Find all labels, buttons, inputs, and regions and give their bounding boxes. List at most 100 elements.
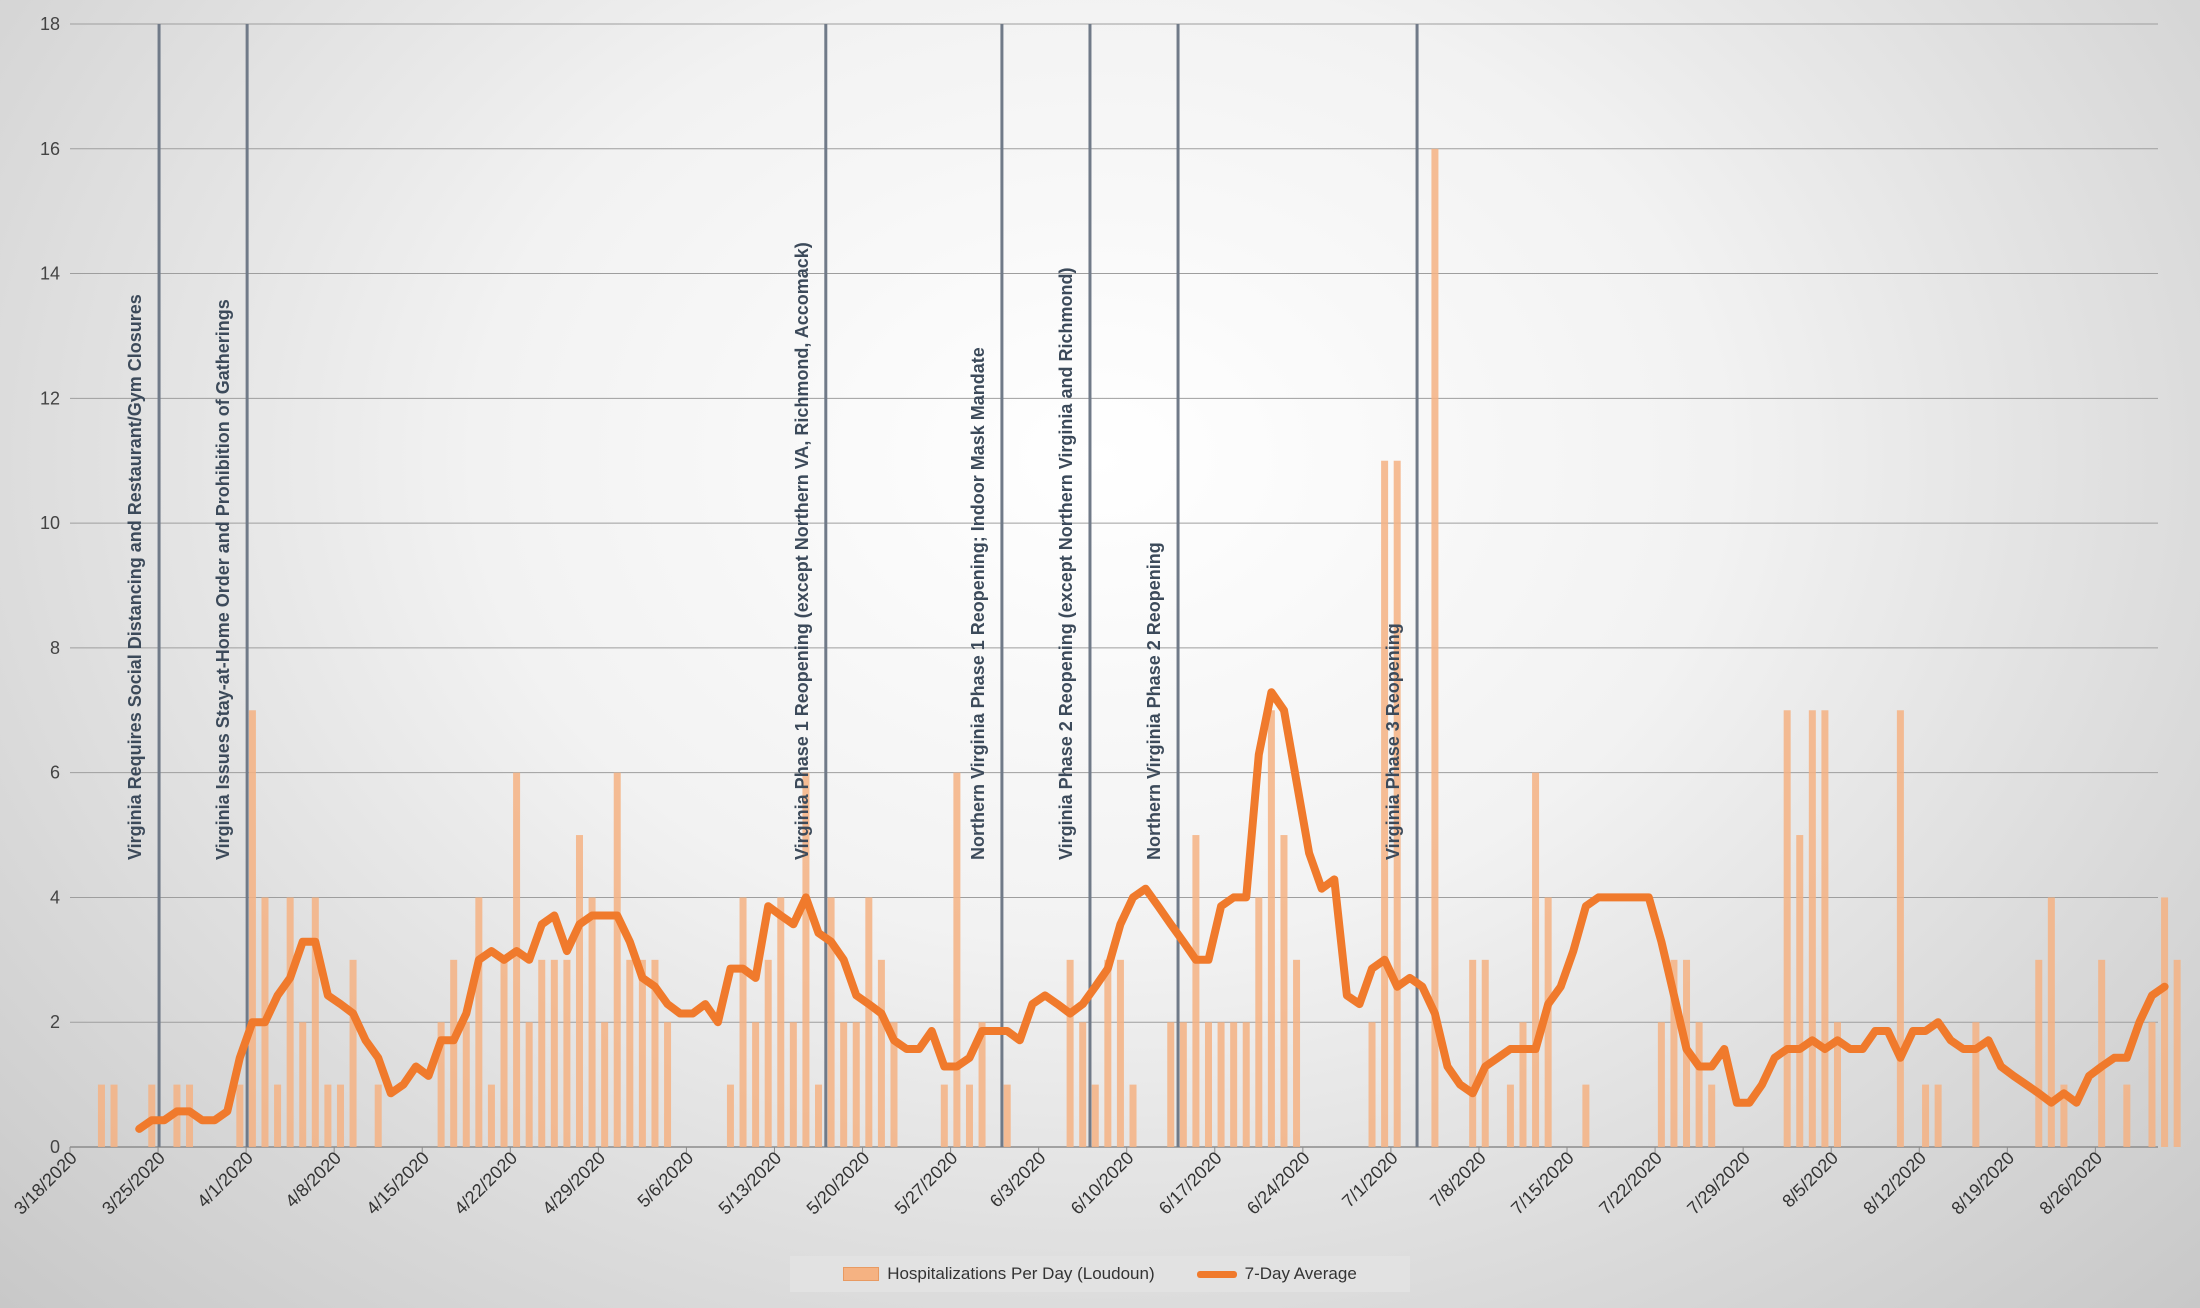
bar <box>865 897 873 1147</box>
bar <box>777 897 785 1147</box>
legend-line-swatch <box>1196 1270 1237 1278</box>
bar <box>1544 897 1552 1147</box>
bar <box>1091 1084 1099 1147</box>
x-tick-label: 4/29/2020 <box>538 1148 609 1219</box>
bar <box>1204 1022 1212 1147</box>
bar <box>525 1022 533 1147</box>
y-tick-label: 8 <box>50 638 60 658</box>
x-tick-label: 5/27/2020 <box>891 1148 962 1219</box>
bar <box>626 959 634 1147</box>
bar <box>286 897 294 1147</box>
x-tick-label: 5/6/2020 <box>634 1148 698 1212</box>
bar <box>1670 959 1678 1147</box>
x-tick-label: 3/18/2020 <box>10 1148 81 1219</box>
bar <box>1293 959 1301 1147</box>
bar <box>248 710 256 1147</box>
average-line-series <box>135 688 2169 1133</box>
y-tick-label: 18 <box>40 14 60 34</box>
x-tick-label: 7/8/2020 <box>1426 1148 1490 1212</box>
bar <box>450 959 458 1147</box>
bar <box>1582 1084 1590 1147</box>
bar <box>1833 1022 1841 1147</box>
bar <box>1532 772 1540 1147</box>
bar <box>1934 1084 1942 1147</box>
bar <box>1079 1022 1087 1147</box>
x-tick-label: 7/29/2020 <box>1683 1148 1754 1219</box>
bar <box>1066 959 1074 1147</box>
event-label: Virginia Phase 3 Reopening <box>1383 623 1403 860</box>
bar <box>1708 1084 1716 1147</box>
bar <box>1431 148 1439 1147</box>
legend-bar-label: Hospitalizations Per Day (Loudoun) <box>887 1264 1155 1283</box>
x-tick-label: 6/3/2020 <box>986 1148 1050 1212</box>
x-tick-label: 8/19/2020 <box>1947 1148 2018 1219</box>
event-label: Virginia Phase 1 Reopening (except North… <box>792 242 812 860</box>
bar <box>437 1022 445 1147</box>
legend-item-bars: Hospitalizations Per Day (Loudoun) <box>843 1264 1155 1284</box>
bar <box>802 772 810 1147</box>
y-tick-label: 0 <box>50 1137 60 1157</box>
bar <box>1129 1084 1137 1147</box>
bar <box>1230 1022 1238 1147</box>
average-line <box>135 688 2169 1133</box>
y-tick-label: 6 <box>50 763 60 783</box>
bar <box>1242 1022 1250 1147</box>
bar <box>1393 460 1401 1147</box>
x-tick-label: 4/22/2020 <box>450 1148 521 1219</box>
bar <box>550 959 558 1147</box>
bar <box>236 1084 244 1147</box>
bar <box>500 959 508 1147</box>
bar <box>1179 1022 1187 1147</box>
bar <box>726 1084 734 1147</box>
bar <box>513 772 521 1147</box>
event-label: Northern Virginia Phase 2 Reopening <box>1144 542 1164 860</box>
x-tick-label: 7/15/2020 <box>1507 1148 1578 1219</box>
bar <box>148 1084 156 1147</box>
bar <box>2060 1084 2068 1147</box>
event-label: Virginia Issues Stay-at-Home Order and P… <box>213 299 233 860</box>
bar <box>110 1084 118 1147</box>
bar <box>1808 710 1816 1147</box>
bar <box>877 959 885 1147</box>
bar <box>1381 460 1389 1147</box>
bar <box>1506 1084 1514 1147</box>
bar <box>1783 710 1791 1147</box>
bar <box>940 1084 948 1147</box>
event-label: Northern Virginia Phase 1 Reopening; Ind… <box>968 347 988 860</box>
bar <box>789 1022 797 1147</box>
bar <box>1695 1022 1703 1147</box>
legend-line-label: 7-Day Average <box>1244 1264 1357 1283</box>
event-label: Virginia Phase 2 Reopening (except North… <box>1056 268 1076 860</box>
bar <box>1003 1084 1011 1147</box>
bar <box>852 1022 860 1147</box>
bar <box>1481 959 1489 1147</box>
bar <box>97 1084 105 1147</box>
legend-bar-swatch <box>843 1267 880 1281</box>
bar <box>1796 835 1804 1147</box>
x-tick-label: 6/10/2020 <box>1067 1148 1138 1219</box>
bar <box>638 959 646 1147</box>
x-tick-label: 4/1/2020 <box>193 1148 257 1212</box>
x-axis: 3/18/2020 3/25/2020 4/1/2020 4/8/2020 4/15/2… <box>10 1147 2106 1218</box>
x-tick-label: 4/8/2020 <box>281 1148 345 1212</box>
bar <box>2098 959 2106 1147</box>
bar <box>664 1022 672 1147</box>
event-lines: Virginia Requires Social Distancing and … <box>125 24 1419 1147</box>
bar <box>1255 897 1263 1147</box>
bar <box>651 959 659 1147</box>
x-tick-label: 4/15/2020 <box>362 1148 433 1219</box>
y-tick-label: 2 <box>50 1012 60 1032</box>
x-tick-label: 3/25/2020 <box>98 1148 169 1219</box>
bar <box>538 959 546 1147</box>
bar <box>1267 710 1275 1147</box>
bar <box>1657 1022 1665 1147</box>
bar <box>1217 1022 1225 1147</box>
bar <box>1280 835 1288 1147</box>
x-tick-label: 6/17/2020 <box>1155 1148 1226 1219</box>
bar <box>487 1084 495 1147</box>
bar <box>2161 897 2169 1147</box>
x-tick-label: 6/24/2020 <box>1243 1148 1314 1219</box>
bar <box>601 1022 609 1147</box>
bar <box>1104 959 1112 1147</box>
bar <box>1116 959 1124 1147</box>
